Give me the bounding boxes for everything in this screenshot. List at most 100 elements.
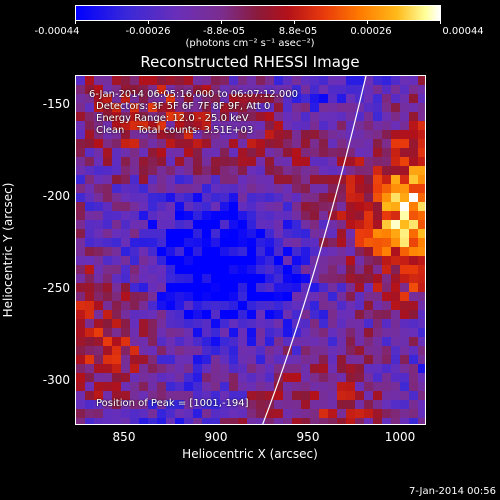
flux-pixel (283, 148, 292, 157)
flux-pixel (94, 94, 103, 103)
flux-pixel (229, 166, 238, 175)
flux-pixel (229, 400, 238, 409)
flux-pixel (85, 310, 94, 319)
flux-pixel (346, 184, 355, 193)
flux-pixel (211, 373, 220, 382)
flux-pixel (256, 337, 265, 346)
flux-pixel (274, 364, 283, 373)
flux-pixel (265, 391, 274, 400)
flux-pixel (220, 310, 229, 319)
flux-pixel (292, 310, 301, 319)
flux-pixel (238, 292, 247, 301)
flux-pixel (211, 166, 220, 175)
flux-pixel (238, 364, 247, 373)
flux-pixel (373, 364, 382, 373)
flux-pixel (112, 220, 121, 229)
flux-pixel (337, 373, 346, 382)
flux-pixel (292, 139, 301, 148)
flux-pixel (157, 364, 166, 373)
flux-pixel (112, 202, 121, 211)
flux-pixel (310, 319, 319, 328)
flux-pixel (328, 76, 337, 85)
flux-pixel (319, 184, 328, 193)
flux-pixel (319, 355, 328, 364)
flux-pixel (400, 139, 409, 148)
flux-pixel (364, 157, 373, 166)
flux-pixel (301, 328, 310, 337)
flux-pixel (346, 301, 355, 310)
flux-pixel (184, 130, 193, 139)
flux-pixel (193, 256, 202, 265)
flux-pixel (229, 283, 238, 292)
flux-pixel (193, 364, 202, 373)
flux-pixel (211, 364, 220, 373)
flux-pixel (364, 382, 373, 391)
flux-pixel (391, 175, 400, 184)
flux-pixel (238, 337, 247, 346)
flux-pixel (184, 382, 193, 391)
flux-pixel (94, 319, 103, 328)
colorbar-tick-label: 8.8e-05 (278, 26, 318, 37)
flux-pixel (229, 94, 238, 103)
flux-pixel (265, 175, 274, 184)
flux-pixel (292, 202, 301, 211)
flux-pixel (373, 283, 382, 292)
flux-pixel (121, 274, 130, 283)
flux-pixel (76, 319, 85, 328)
flux-pixel (364, 130, 373, 139)
flux-pixel (346, 364, 355, 373)
flux-pixel (256, 211, 265, 220)
flux-pixel (337, 274, 346, 283)
flux-map (76, 76, 425, 424)
solar-limb-line (262, 76, 367, 424)
flux-pixel (328, 112, 337, 121)
flux-pixel (157, 319, 166, 328)
flux-pixel (184, 202, 193, 211)
flux-pixel (265, 265, 274, 274)
flux-pixel (301, 400, 310, 409)
flux-pixel (364, 418, 373, 424)
flux-pixel (85, 148, 94, 157)
flux-pixel (382, 400, 391, 409)
flux-pixel (184, 148, 193, 157)
flux-pixel (112, 382, 121, 391)
flux-pixel (400, 256, 409, 265)
flux-pixel (355, 256, 364, 265)
flux-pixel (148, 220, 157, 229)
flux-pixel (328, 103, 337, 112)
flux-pixel (247, 139, 256, 148)
flux-pixel (310, 382, 319, 391)
x-tick-label: 1000 (384, 430, 416, 444)
flux-pixel (202, 391, 211, 400)
flux-pixel (418, 103, 425, 112)
flux-pixel (355, 166, 364, 175)
flux-pixel (229, 229, 238, 238)
flux-pixel (274, 265, 283, 274)
flux-pixel (391, 409, 400, 418)
flux-pixel (202, 319, 211, 328)
flux-pixel (319, 85, 328, 94)
flux-pixel (319, 112, 328, 121)
flux-pixel (310, 256, 319, 265)
colorbar-tick (367, 20, 368, 24)
flux-pixel (238, 238, 247, 247)
flux-pixel (193, 301, 202, 310)
flux-pixel (166, 94, 175, 103)
flux-pixel (418, 148, 425, 157)
flux-pixel (301, 256, 310, 265)
flux-pixel (148, 166, 157, 175)
flux-pixel (292, 220, 301, 229)
flux-pixel (220, 175, 229, 184)
flux-pixel (85, 184, 94, 193)
flux-pixel (148, 319, 157, 328)
flux-pixel (373, 220, 382, 229)
flux-pixel (256, 382, 265, 391)
flux-pixel (238, 166, 247, 175)
flux-pixel (364, 184, 373, 193)
flux-pixel (310, 130, 319, 139)
flux-pixel (148, 76, 157, 85)
flux-pixel (211, 418, 220, 424)
flux-pixel (328, 328, 337, 337)
flux-pixel (328, 292, 337, 301)
flux-pixel (355, 193, 364, 202)
